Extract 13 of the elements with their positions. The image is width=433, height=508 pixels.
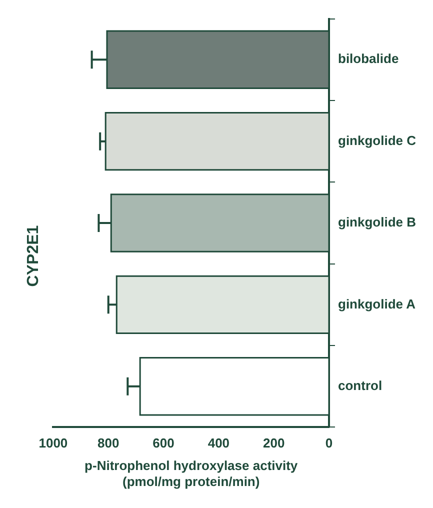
y-tick-label: ginkgolide B: [338, 214, 416, 230]
y-tick-label: ginkgolide A: [338, 296, 416, 312]
x-tick-label: 1000: [38, 436, 68, 451]
x-tick-label: 0: [325, 436, 333, 451]
text: CYP2E1: [25, 225, 42, 287]
y-tick-label: control: [338, 378, 382, 393]
x-tick-label: 200: [262, 436, 285, 451]
x-axis-title: p-Nitrophenol hydroxylase activity (pmol/mg protein/min): [84, 458, 298, 489]
x-tick-label: 800: [98, 436, 120, 451]
y-tick-label: bilobalide: [338, 51, 399, 66]
x-tick-label: 400: [208, 436, 230, 451]
x-tick-label: 600: [152, 436, 174, 451]
y-tick-label: ginkgolide C: [338, 132, 417, 148]
